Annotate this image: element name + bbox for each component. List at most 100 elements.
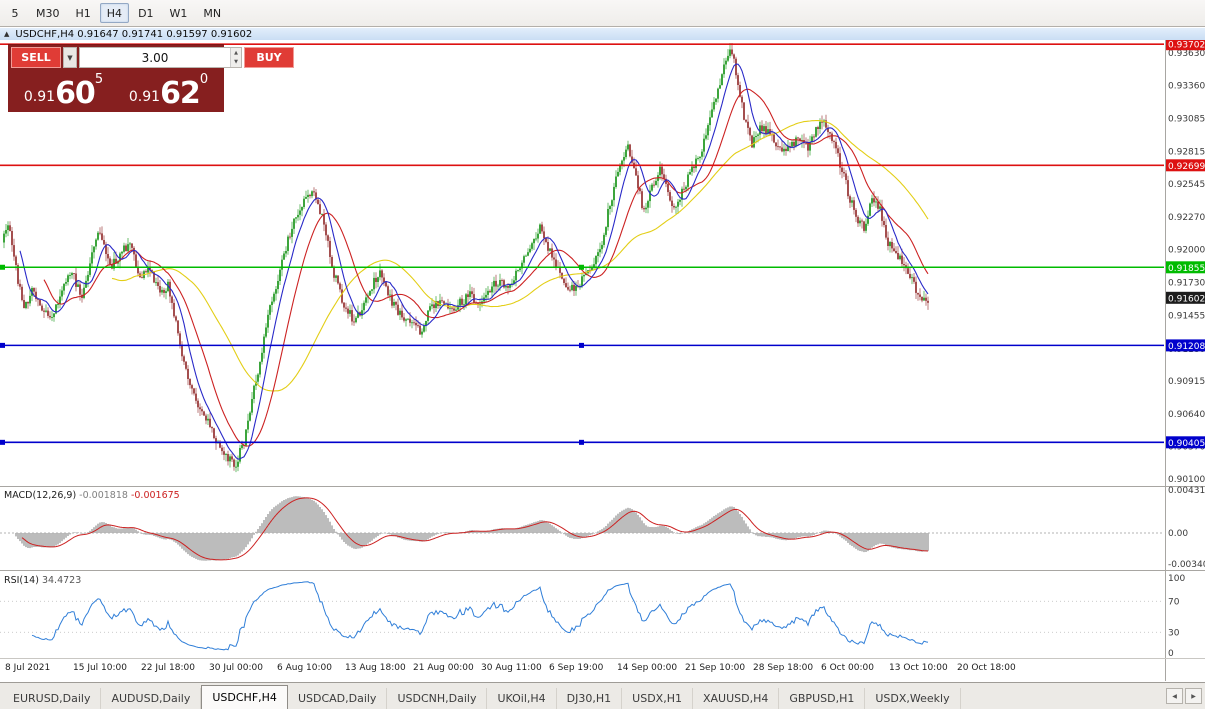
tab-scroll-arrows: ◀ ▶ [1166,688,1202,704]
chart-canvas[interactable]: 0.93630 0.93360 0.93085 0.92815 0.92545 0.922… [0,0,1205,682]
price-tag [1166,261,1205,274]
svg-text:30 Aug 11:00: 30 Aug 11:00 [481,663,542,673]
svg-text:14 Sep 00:00: 14 Sep 00:00 [617,663,677,673]
volume-field: ▲ ▼ [79,47,242,68]
tab-gbpusd-h1[interactable]: GBPUSD,H1 [779,688,866,709]
buy-price-prefix: 0.91 [128,89,161,105]
svg-text:0.93085: 0.93085 [1168,115,1205,125]
tab-scroll-left-icon[interactable]: ◀ [1166,688,1183,704]
svg-text:0.00: 0.00 [1168,529,1188,539]
svg-text:6 Oct 00:00: 6 Oct 00:00 [821,663,874,673]
ma-line [111,119,929,392]
svg-text:13 Oct 10:00: 13 Oct 10:00 [889,663,948,673]
svg-text:0.92000: 0.92000 [1168,246,1205,256]
timeframe-h1[interactable]: H1 [75,6,91,20]
chart-tabbar: EURUSD,Daily AUDUSD,Daily USDCHF,H4 USDCAD,… [0,682,1205,709]
svg-text:0.93702: 0.93702 [1168,41,1205,51]
svg-text:0.92815: 0.92815 [1168,147,1205,157]
tab-audusd-daily[interactable]: AUDUSD,Daily [101,688,202,709]
chart-title-bar: ▲ USDCHF,H4 0.91647 0.91741 0.91597 0.91… [0,28,1205,40]
svg-text:0.00431: 0.00431 [1168,486,1205,496]
tab-scroll-right-icon[interactable]: ▶ [1185,688,1202,704]
svg-text:0.91455: 0.91455 [1168,312,1205,322]
price-tag [1166,159,1205,172]
svg-text:0.92699: 0.92699 [1168,162,1205,172]
svg-text:22 Jul 18:00: 22 Jul 18:00 [141,663,195,673]
volume-increase-button[interactable]: ▲ [231,48,241,58]
sell-price-prefix: 0.91 [23,89,56,105]
svg-text:0.92270: 0.92270 [1168,213,1205,223]
svg-text:0.93630: 0.93630 [1168,49,1205,59]
tab-usdcad-daily[interactable]: USDCAD,Daily [288,688,388,709]
svg-text:0.90405: 0.90405 [1168,439,1205,449]
svg-text:0.90100: 0.90100 [1168,475,1205,485]
chart-tabs: EURUSD,Daily AUDUSD,Daily USDCHF,H4 USDCAD,… [3,683,961,709]
timeframe-m30[interactable]: M30 [36,6,60,20]
svg-text:0.91855: 0.91855 [1168,264,1205,274]
timeframe-toolbar: 5 M30 H1 H4 D1 W1 MN [0,0,1205,27]
svg-text:28 Sep 18:00: 28 Sep 18:00 [753,663,813,673]
timeframe-5[interactable]: 5 [11,6,19,20]
price-tag [1166,436,1205,449]
chevron-down-icon: ▼ [67,53,73,62]
timeframe-mn[interactable]: MN [203,6,222,20]
one-click-collapse-icon[interactable]: ▲ [4,29,10,38]
trade-prices-row: 0.91 60 5 0.91 62 0 [11,70,221,109]
svg-text:0: 0 [1168,649,1174,659]
svg-text:21 Aug 00:00: 21 Aug 00:00 [413,663,474,673]
ma-line [43,88,929,447]
svg-text:13 Aug 18:00: 13 Aug 18:00 [345,663,406,673]
tab-dj30-h1[interactable]: DJ30,H1 [557,688,623,709]
price-tag [1166,38,1205,51]
timeframe-w1[interactable]: W1 [169,6,188,20]
chart-ohlc-title: USDCHF,H4 0.91647 0.91741 0.91597 0.9160… [15,28,253,40]
svg-text:6 Sep 19:00: 6 Sep 19:00 [549,663,604,673]
svg-text:15 Jul 10:00: 15 Jul 10:00 [73,663,127,673]
rsi-line [31,581,929,651]
svg-text:30 Jul 00:00: 30 Jul 00:00 [209,663,263,673]
tab-usdx-h1[interactable]: USDX,H1 [622,688,693,709]
svg-text:0.90640: 0.90640 [1168,410,1205,420]
svg-text:0.91730: 0.91730 [1168,278,1205,288]
svg-text:8 Jul 2021: 8 Jul 2021 [5,663,50,673]
timeframe-d1[interactable]: D1 [138,6,154,20]
rsi-label: RSI(14) 34.4723 [4,575,81,586]
ma-line [19,63,929,460]
volume-dropdown-button[interactable]: ▼ [63,47,77,68]
macd-label: MACD(12,26,9) -0.001818 -0.001675 [4,490,180,501]
tab-eurusd-daily[interactable]: EURUSD,Daily [3,688,102,709]
tab-usdcnh-daily[interactable]: USDCNH,Daily [387,688,488,709]
tab-usdchf-h4[interactable]: USDCHF,H4 [201,685,288,709]
buy-price-big: 62 [160,75,201,111]
svg-text:0.91602: 0.91602 [1168,294,1205,304]
svg-text:21 Sep 10:00: 21 Sep 10:00 [685,663,745,673]
trade-controls-row: SELL ▼ ▲ ▼ BUY [11,47,294,68]
volume-decrease-button[interactable]: ▼ [231,57,241,67]
one-click-trading-panel: SELL ▼ ▲ ▼ BUY 0.91 60 5 0.91 62 0 [8,44,294,112]
tab-ukoil-h4[interactable]: UKOil,H4 [487,688,557,709]
buy-button[interactable]: BUY [244,47,294,68]
sell-button[interactable]: SELL [11,47,61,68]
tab-xauusd-h4[interactable]: XAUUSD,H4 [693,688,780,709]
price-tag [1166,339,1205,352]
svg-text:100: 100 [1168,574,1185,584]
svg-text:0.90915: 0.90915 [1168,377,1205,387]
buy-price-sup: 0 [199,72,209,87]
macd-panel [0,496,1164,561]
sell-price-sup: 5 [94,72,104,87]
svg-text:0.91208: 0.91208 [1168,342,1205,352]
sell-price: 0.91 60 5 [11,70,116,109]
svg-text:30: 30 [1168,628,1180,638]
volume-input[interactable] [80,48,230,67]
svg-text:0.92545: 0.92545 [1168,180,1205,190]
buy-price: 0.91 62 0 [116,70,221,109]
price-tag [1166,291,1205,304]
timeframe-h4[interactable]: H4 [99,3,130,23]
volume-spinner: ▲ ▼ [230,48,241,67]
svg-text:20 Oct 18:00: 20 Oct 18:00 [957,663,1016,673]
svg-text:0.93360: 0.93360 [1168,82,1205,92]
tab-usdx-weekly[interactable]: USDX,Weekly [865,688,961,709]
sell-price-big: 60 [55,75,96,111]
svg-text:-0.00340: -0.00340 [1168,560,1205,570]
svg-text:70: 70 [1168,597,1180,607]
